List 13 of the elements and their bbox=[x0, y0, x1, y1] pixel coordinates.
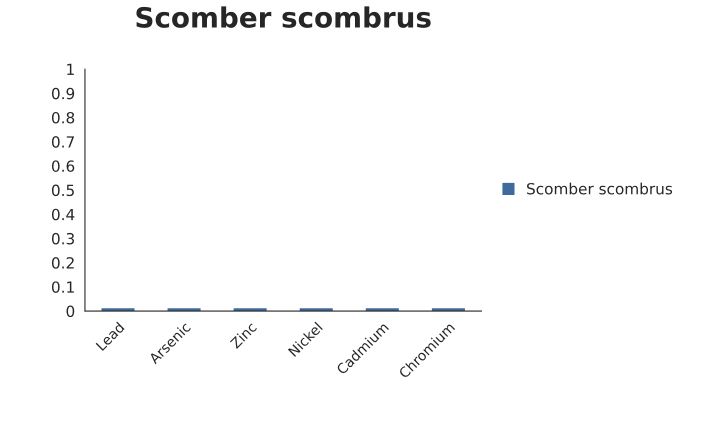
y-tick-label: 0.3 bbox=[52, 232, 74, 244]
y-tick-label: 0.8 bbox=[52, 112, 74, 124]
y-tick-label: 0.1 bbox=[52, 281, 74, 293]
y-tick-label: 0 bbox=[66, 306, 74, 318]
y-tick-label: 0.9 bbox=[52, 88, 74, 100]
legend-label: Scomber scombrus bbox=[527, 182, 672, 195]
y-tick-label: 1 bbox=[67, 64, 74, 75]
y-tick-label: 0.2 bbox=[52, 257, 74, 269]
y-tick-label: 0.4 bbox=[52, 208, 74, 220]
y-tick-label: 0.7 bbox=[52, 136, 74, 148]
chart-title: Scomber scombrus bbox=[136, 6, 431, 28]
y-tick-label: 0.6 bbox=[52, 160, 74, 172]
y-tick-label: 0.5 bbox=[52, 184, 74, 196]
